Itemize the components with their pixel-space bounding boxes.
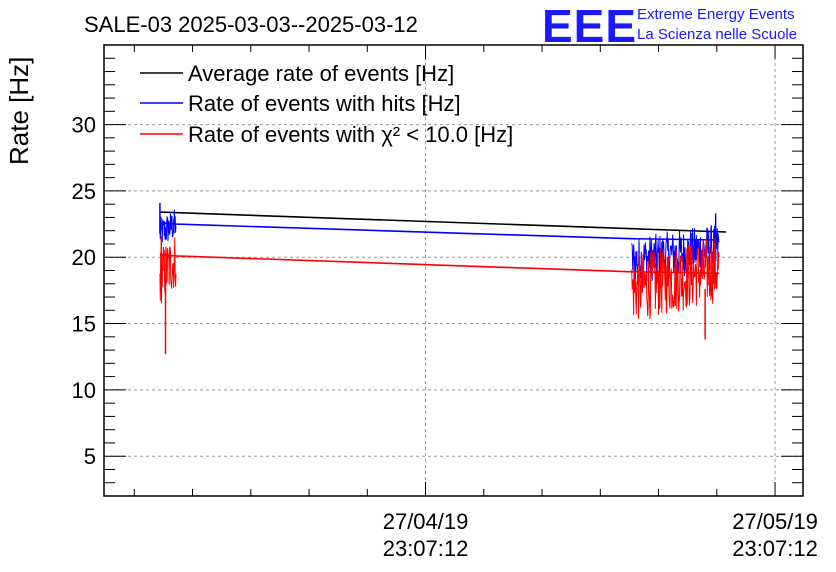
eee-logo: EEE Extreme Energy Events La Scienza nel… <box>542 0 797 52</box>
y-tick-label: 5 <box>84 444 96 469</box>
logo-line-2: La Scienza nelle Scuole <box>637 26 797 43</box>
x-tick-label-time: 23:07:12 <box>383 536 469 561</box>
chart-title: SALE-03 2025-03-03--2025-03-12 <box>84 12 418 37</box>
series-noise <box>631 237 720 319</box>
y-axis-title: Rate [Hz] <box>4 57 34 165</box>
y-tick-label: 10 <box>72 378 96 403</box>
x-tick-label-time: 23:07:12 <box>732 536 818 561</box>
y-tick-label: 30 <box>72 113 96 138</box>
series-area <box>159 202 727 355</box>
y-tick-labels: 5 10 15 20 25 30 <box>72 113 96 470</box>
series-noise <box>159 237 177 304</box>
logo-mark: EEE <box>542 0 637 52</box>
legend-label-chi2: Rate of events with χ² < 10.0 [Hz] <box>188 122 513 147</box>
series-2 <box>159 236 720 355</box>
y-tick-label: 20 <box>72 245 96 270</box>
legend-label-hits: Rate of events with hits [Hz] <box>188 91 461 116</box>
legend: Average rate of events [Hz] Rate of even… <box>140 61 513 147</box>
x-tick-label-date: 27/05/19 <box>732 509 818 534</box>
series-line <box>159 221 720 241</box>
series-0 <box>159 211 727 233</box>
legend-label-average: Average rate of events [Hz] <box>188 61 454 86</box>
logo-line-1: Extreme Energy Events <box>637 6 795 23</box>
ticks <box>104 44 803 497</box>
series-line <box>159 211 727 233</box>
y-tick-label: 25 <box>72 179 96 204</box>
x-tick-label-date: 27/04/19 <box>383 509 469 534</box>
y-tick-label: 15 <box>72 312 96 337</box>
